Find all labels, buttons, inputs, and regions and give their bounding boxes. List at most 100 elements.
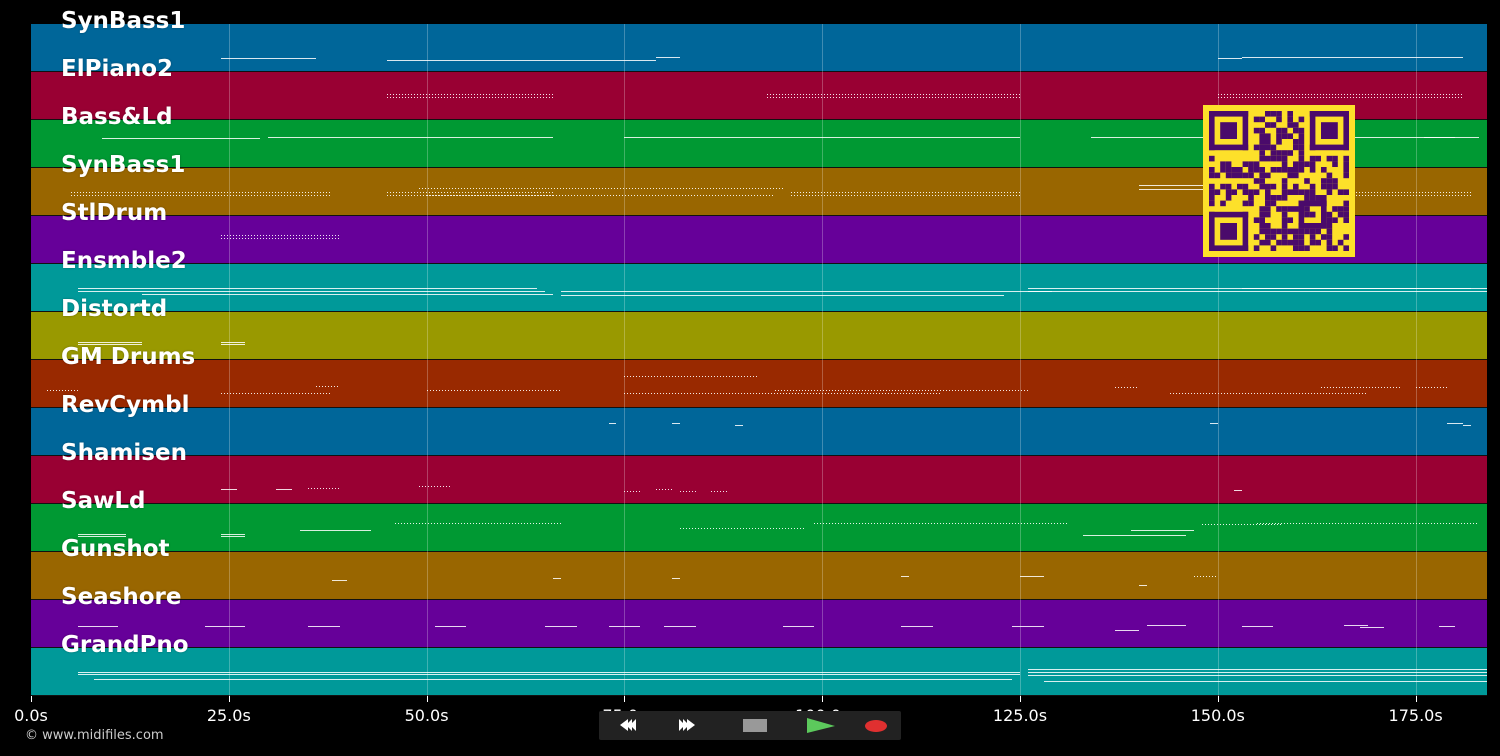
track-lane[interactable] (31, 600, 1487, 648)
note-segment (220, 58, 316, 59)
note-segment (331, 580, 348, 581)
note-segment (1241, 288, 1471, 289)
note-segment (608, 626, 641, 627)
note-segment (220, 238, 340, 239)
track-name-label: StlDrum (61, 200, 168, 226)
note-segment (1241, 57, 1464, 58)
note-segment (1027, 672, 1487, 673)
track-lane[interactable] (31, 312, 1487, 360)
note-segment (387, 97, 554, 98)
note-segment (1138, 585, 1147, 586)
note-segment (1027, 291, 1487, 292)
note-segment (220, 393, 332, 394)
note-segment (624, 491, 641, 492)
axis-tick (822, 696, 824, 702)
note-segment (735, 425, 744, 426)
note-segment (78, 342, 142, 343)
qr-code-icon (1209, 111, 1349, 251)
note-segment (1241, 192, 1471, 193)
fast-forward-button[interactable] (669, 712, 720, 739)
note-segment (78, 534, 126, 535)
note-segment (679, 528, 807, 529)
note-segment (78, 344, 142, 345)
stop-button[interactable] (730, 712, 781, 739)
track-lane[interactable] (31, 504, 1487, 552)
axis-tick-label: 50.0s (404, 706, 449, 725)
note-segment (1020, 576, 1044, 577)
note-segment (78, 626, 119, 627)
track-name-label: Ensmble2 (61, 248, 187, 274)
note-segment (78, 536, 126, 537)
axis-tick-label: 125.0s (992, 706, 1048, 725)
note-segment (426, 195, 775, 196)
note-segment (766, 94, 1020, 95)
qr-code[interactable] (1203, 105, 1355, 257)
note-segment (1217, 97, 1464, 98)
note-segment (624, 376, 759, 377)
note-segment (1447, 423, 1464, 424)
note-segment (78, 291, 546, 292)
play-button[interactable] (790, 712, 841, 739)
track-lane[interactable] (31, 24, 1487, 72)
note-segment (1146, 625, 1187, 626)
axis-tick (31, 696, 32, 702)
note-segment (774, 390, 1028, 391)
stop-icon (743, 719, 767, 732)
note-segment (78, 672, 1020, 673)
note-segment (70, 195, 332, 196)
track-name-label: Distortd (61, 296, 168, 322)
track-lane[interactable] (31, 360, 1487, 408)
note-segment (624, 393, 941, 394)
rewind-button[interactable] (607, 712, 658, 739)
note-segment (679, 491, 696, 492)
note-segment (671, 423, 680, 424)
note-segment (315, 386, 340, 387)
note-segment (561, 295, 1005, 296)
track-name-label: Bass&Ld (61, 104, 173, 130)
note-segment (663, 626, 696, 627)
note-segment (220, 235, 340, 236)
record-icon (865, 720, 887, 732)
note-segment (1027, 669, 1487, 670)
rewind-icon (620, 719, 636, 731)
track-lane[interactable] (31, 264, 1487, 312)
note-segment (553, 578, 562, 579)
track-lane[interactable] (31, 648, 1487, 696)
note-segment (1201, 524, 1282, 525)
note-segment (790, 195, 1020, 196)
note-segment (1138, 189, 1242, 190)
track-name-label: Shamisen (61, 440, 187, 466)
note-segment (790, 192, 1020, 193)
record-button[interactable] (851, 712, 902, 739)
note-segment (1114, 387, 1139, 388)
note-segment (418, 188, 783, 189)
note-segment (1415, 387, 1448, 388)
note-segment (1209, 423, 1218, 424)
track-lane[interactable] (31, 552, 1487, 600)
track-name-label: SawLd (61, 488, 146, 514)
note-segment (1027, 675, 1487, 676)
track-name-label: SynBass1 (61, 8, 186, 34)
axis-tick (1020, 696, 1021, 702)
axis-tick (426, 696, 428, 702)
track-name-label: GM Drums (61, 344, 196, 370)
note-segment (1138, 185, 1242, 186)
note-segment (561, 291, 1052, 292)
note-segment (220, 489, 237, 490)
note-segment (141, 294, 554, 295)
note-segment (766, 97, 1020, 98)
track-lane[interactable] (31, 456, 1487, 504)
axis-tick-label: 150.0s (1190, 706, 1245, 725)
note-segment (94, 679, 1013, 680)
note-segment (1423, 137, 1479, 138)
axis-tick (1415, 696, 1417, 702)
note-segment (387, 60, 657, 61)
note-segment (1233, 490, 1242, 491)
note-segment (418, 486, 451, 487)
note-segment (78, 674, 1020, 675)
note-segment (1083, 535, 1187, 536)
note-segment (1170, 393, 1369, 394)
track-lane[interactable] (31, 408, 1487, 456)
axis-tick (624, 696, 626, 702)
note-segment (814, 523, 1068, 524)
